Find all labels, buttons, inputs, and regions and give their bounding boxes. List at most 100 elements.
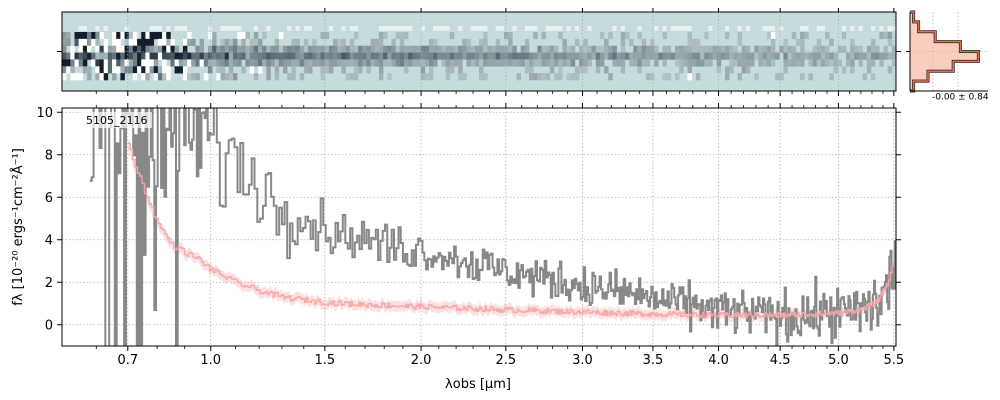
heatmap-cell: [99, 59, 104, 67]
heatmap-cell: [737, 73, 743, 81]
heatmap-cell: [483, 52, 488, 60]
heatmap-cell: [162, 52, 167, 60]
heatmap-cell: [70, 66, 75, 74]
heatmap-cell: [583, 59, 588, 67]
heatmap-cell: [458, 73, 463, 81]
heatmap-cell: [153, 26, 158, 31]
heatmap-cell: [383, 32, 388, 40]
heatmap-cell: [182, 38, 188, 47]
heatmap-cell: [474, 26, 479, 31]
heatmap-cell: [845, 59, 851, 67]
heatmap-cell: [808, 59, 813, 67]
heatmap-cell: [232, 26, 238, 31]
heatmap-cell: [237, 59, 242, 67]
heatmap-cell: [812, 59, 818, 67]
heatmap-cell: [132, 52, 138, 60]
heatmap-cell: [353, 59, 359, 67]
heatmap-cell: [174, 52, 180, 60]
heatmap-cell: [766, 32, 772, 40]
heatmap-cell: [725, 26, 730, 31]
heatmap-cell: [303, 59, 309, 67]
heatmap-cell: [391, 52, 396, 60]
y-tick-label: 6: [45, 191, 53, 206]
heatmap-cell: [257, 52, 263, 60]
heatmap-cell: [141, 59, 146, 67]
heatmap-cell: [829, 38, 834, 47]
heatmap-cell: [299, 59, 305, 67]
heatmap-cell: [124, 45, 130, 53]
heatmap-cell: [387, 26, 392, 31]
noise-histogram-panel: -0.00 ± 0.84: [906, 10, 989, 103]
heatmap-cell: [232, 59, 238, 67]
heatmap-cell: [366, 59, 371, 67]
heatmap-cell: [74, 73, 79, 81]
heatmap-cell: [745, 52, 751, 60]
heatmap-cell: [862, 52, 868, 60]
heatmap-cell: [545, 45, 551, 53]
heatmap-cell: [358, 59, 363, 67]
heatmap-cell: [66, 38, 71, 47]
heatmap-cell: [770, 59, 776, 67]
heatmap-cell: [291, 38, 296, 47]
heatmap-cell: [341, 26, 346, 31]
heatmap-cell: [679, 45, 684, 53]
heatmap-cell: [529, 59, 534, 67]
heatmap-cell: [124, 26, 129, 31]
heatmap-cell: [583, 52, 588, 60]
heatmap-cell: [366, 52, 371, 60]
heatmap-cell: [445, 45, 451, 53]
heatmap-cell: [666, 52, 672, 60]
heatmap-cell: [391, 26, 396, 31]
heatmap-cell: [103, 26, 108, 31]
heatmap-cell: [604, 52, 609, 60]
heatmap-cell: [316, 52, 321, 60]
heatmap-cell: [195, 45, 200, 53]
heatmap-cell: [579, 45, 584, 53]
y-tick-labels: 0 2 4 6 8 10: [36, 106, 53, 334]
heatmap-cell: [220, 59, 225, 67]
heatmap-cell: [816, 59, 822, 67]
heatmap-cell: [262, 32, 267, 40]
heatmap-cell: [745, 26, 751, 31]
y-tick-label: 8: [45, 148, 53, 163]
heatmap-cell: [645, 52, 651, 60]
heatmap-cell: [754, 45, 759, 53]
heatmap-cell: [591, 52, 597, 60]
heatmap-cell: [295, 45, 300, 53]
heatmap-cell: [149, 52, 155, 60]
heatmap-cell: [779, 45, 784, 53]
heatmap-cell: [403, 66, 409, 74]
heatmap-cell: [145, 52, 150, 60]
heatmap-cell: [191, 38, 196, 47]
heatmap-cell: [149, 66, 155, 74]
heatmap-cell: [353, 73, 359, 81]
heatmap-cell: [237, 52, 242, 60]
heatmap-cell: [353, 45, 359, 53]
heatmap-cell: [341, 59, 346, 67]
heatmap-cell: [812, 52, 818, 60]
heatmap-cell: [291, 52, 296, 60]
heatmap-cell: [483, 26, 488, 31]
heatmap-cell: [879, 32, 884, 40]
heatmap-cell: [157, 26, 163, 31]
heatmap-cell: [345, 73, 351, 81]
heatmap-cell: [212, 38, 217, 47]
heatmap-cell: [157, 52, 163, 60]
heatmap-cell: [708, 52, 713, 60]
heatmap-cell: [428, 59, 434, 67]
heatmap-cell: [866, 52, 872, 60]
heatmap-cell: [508, 32, 513, 40]
heatmap-cell: [770, 45, 776, 53]
heatmap-cell: [829, 59, 834, 67]
heatmap-cell: [850, 52, 855, 60]
heatmap-cell: [95, 26, 100, 31]
heatmap-cell: [449, 52, 455, 60]
heatmap-cell: [241, 45, 246, 53]
heatmap-cell: [870, 45, 876, 53]
heatmap-cell: [570, 52, 576, 60]
heatmap-cell: [795, 59, 801, 67]
heatmap-cell: [437, 45, 442, 53]
heatmap-cell: [825, 45, 830, 53]
heatmap-cell: [82, 52, 88, 60]
y-tick-label: 0: [45, 318, 53, 333]
